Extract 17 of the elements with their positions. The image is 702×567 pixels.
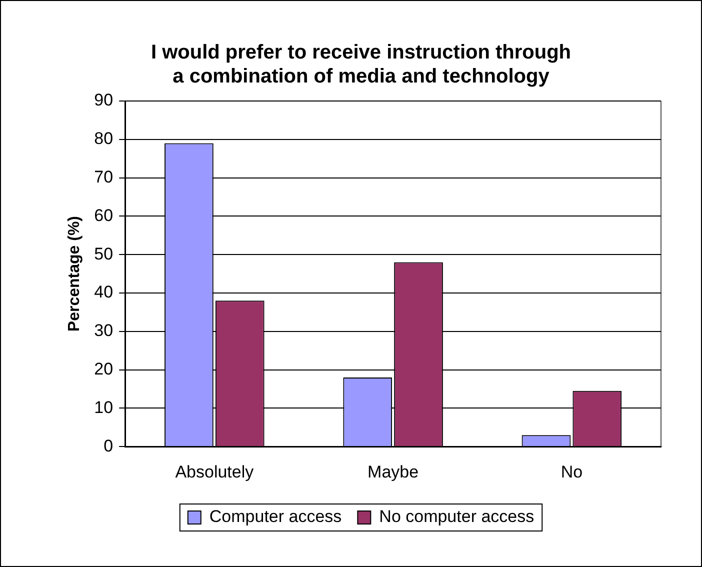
x-tick-label: No [560,462,583,482]
y-tick-label: 40 [94,282,114,302]
y-axis-title: Percentage (%) [66,216,84,332]
chart-title: I would prefer to receive instruction through a combination of media and technology [150,42,572,88]
legend-label: Computer access [209,507,342,526]
y-tick-label: 90 [94,90,114,110]
x-tick-label: Absolutely [175,462,254,482]
y-tick-label: 80 [94,129,114,148]
y-tick-label: 20 [94,359,114,378]
y-tick-label: 50 [94,244,114,264]
y-tick-label: 30 [94,321,114,340]
y-tick-label: 70 [94,167,114,186]
legend-label: No computer access [379,507,534,526]
y-tick-label: 0 [104,436,114,456]
y-tick-label: 60 [94,206,114,225]
y-tick-label: 10 [94,398,114,417]
x-tick-label: Maybe [368,462,419,482]
